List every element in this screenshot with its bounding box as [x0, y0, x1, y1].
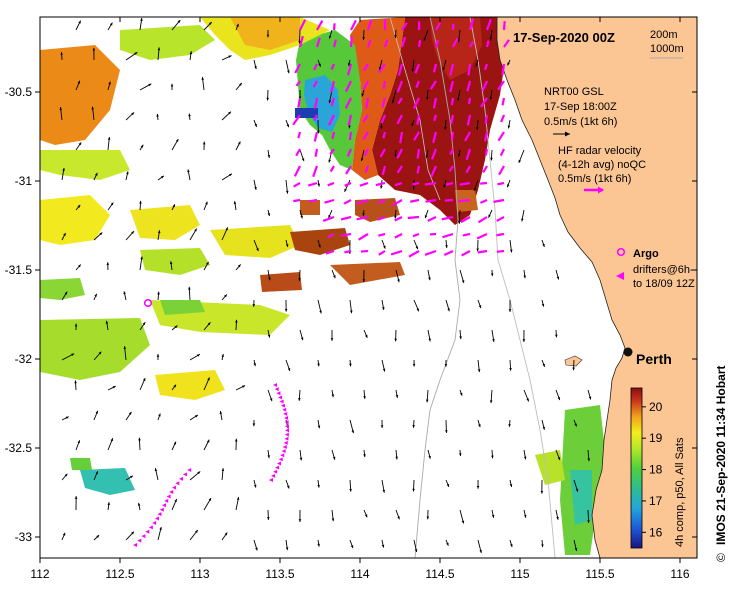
colorbar-tick-label: 16	[649, 525, 663, 539]
sst-patch-green-sw	[70, 458, 92, 470]
hf-vector	[351, 37, 352, 47]
hf-vector	[418, 149, 419, 159]
map-title: 17-Sep-2020 00Z	[513, 30, 615, 45]
isobath-legend-200m: 200m	[650, 29, 678, 41]
hf-vector	[458, 200, 470, 201]
hf-vector	[504, 21, 505, 30]
y-tick-label: -30.5	[5, 85, 33, 99]
hf-vector	[361, 251, 368, 252]
hf-vector	[497, 251, 504, 252]
colorbar-tick-label: 18	[649, 463, 663, 477]
hf-vector	[334, 23, 335, 30]
perth-marker	[624, 348, 633, 357]
sst-patch-brown4	[260, 272, 302, 292]
hf-vector	[486, 115, 487, 124]
hf-vector	[480, 183, 487, 184]
hf-vector	[309, 200, 317, 201]
hf-legend-line2: (4-12h avg) noQC	[558, 159, 646, 171]
gsl-legend-line2: 17-Sep 18:00Z	[544, 101, 617, 113]
hf-vector	[332, 132, 334, 139]
hf-vector	[486, 149, 487, 155]
colorbar	[631, 388, 642, 548]
hf-vector	[452, 132, 453, 140]
gsl-legend-line3: 0.5m/s (1kt 6h)	[544, 116, 617, 128]
hf-vector	[503, 98, 504, 105]
hf-legend-line1: HF radar velocity	[558, 145, 642, 157]
hf-vector	[344, 251, 351, 252]
hf-vector	[408, 217, 419, 218]
y-tick-label: -31	[15, 174, 33, 188]
hf-vector	[425, 183, 436, 185]
hf-vector	[418, 166, 419, 173]
y-tick-label: -32.5	[5, 441, 33, 455]
hf-vector	[412, 183, 419, 184]
hf-vector	[316, 149, 317, 157]
hf-vector	[445, 200, 453, 201]
x-tick-label: 114	[350, 567, 369, 581]
hf-vector	[469, 98, 470, 104]
colorbar-tick-label: 19	[649, 431, 663, 445]
gsl-legend-line1: NRT00 GSL	[544, 86, 604, 98]
hf-vector	[293, 200, 300, 201]
x-tick-label: 116	[670, 567, 689, 581]
x-tick-label: 112	[30, 567, 49, 581]
hf-vector	[463, 234, 470, 235]
argo-legend-label: Argo	[633, 248, 659, 260]
x-tick-label: 115.5	[585, 567, 614, 581]
x-tick-label: 112.5	[105, 567, 134, 581]
hf-vector	[478, 251, 487, 252]
hf-vector	[452, 98, 453, 105]
drifter-legend-line1: drifters@6h-	[633, 264, 694, 276]
colorbar-tick-label: 20	[649, 400, 663, 414]
isobath-legend-1000m: 1000m	[650, 43, 684, 55]
y-tick-label: -33	[15, 530, 33, 544]
hf-vector	[350, 132, 351, 140]
credit-text: IMOS 21-Sep-2020 11:34 Hobart	[714, 366, 728, 545]
x-tick-label: 113	[190, 567, 209, 581]
x-tick-label: 114.5	[425, 567, 454, 581]
hf-legend-line3: 0.5m/s (1kt 6h)	[558, 173, 631, 185]
credit-symbol: ©	[714, 553, 728, 562]
y-tick-label: -32	[15, 352, 33, 366]
y-tick-label: -31.5	[5, 263, 33, 277]
hf-vector	[487, 41, 489, 47]
hf-vector	[419, 40, 420, 47]
hf-vector	[497, 183, 504, 184]
perth-label: Perth	[636, 351, 672, 367]
x-tick-label: 115	[510, 567, 529, 581]
colorbar-label: 4h comp, p50, All Sats	[674, 437, 686, 547]
hf-vector	[496, 234, 504, 235]
drifter-legend-line2: to 18/09 12Z	[633, 278, 695, 290]
x-tick-label: 113.5	[265, 567, 294, 581]
colorbar-tick-label: 17	[649, 494, 663, 508]
hf-vector	[502, 64, 504, 75]
hf-vector	[384, 81, 385, 89]
